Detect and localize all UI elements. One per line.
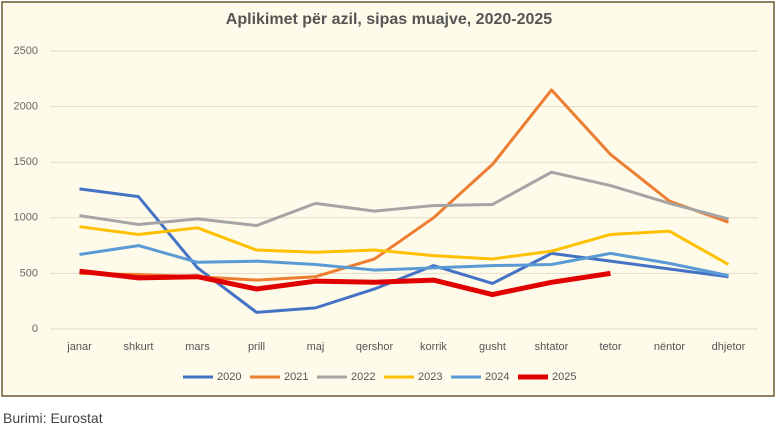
series-line xyxy=(79,170,729,228)
x-tick-label: shkurt xyxy=(124,341,154,353)
y-tick-label: 500 xyxy=(20,267,38,279)
x-tick-label: mars xyxy=(185,341,210,353)
legend-label: 2022 xyxy=(351,371,375,383)
legend-label: 2024 xyxy=(485,371,509,383)
chart-title: Aplikimet për azil, sipas muajve, 2020-2… xyxy=(226,11,552,28)
y-tick-label: 2500 xyxy=(14,45,38,57)
source-note: Burimi: Eurostat xyxy=(3,410,103,426)
x-tick-label: maj xyxy=(307,341,325,353)
x-tick-label: prill xyxy=(248,341,265,353)
x-tick-label: janar xyxy=(66,341,92,353)
x-tick-label: tetor xyxy=(599,341,621,353)
x-tick-label: shtator xyxy=(535,341,569,353)
chart-frame xyxy=(1,1,775,397)
x-tick-label: nëntor xyxy=(654,341,686,353)
y-tick-label: 1000 xyxy=(14,212,38,224)
x-tick-label: qershor xyxy=(356,341,394,353)
y-tick-label: 2000 xyxy=(14,101,38,113)
y-tick-label: 1500 xyxy=(14,156,38,168)
chart: Aplikimet për azil, sipas muajve, 2020-2… xyxy=(1,1,775,397)
series-line xyxy=(79,268,611,298)
legend-label: 2021 xyxy=(284,371,308,383)
y-tick-label: 0 xyxy=(32,323,38,335)
series-line xyxy=(79,225,730,266)
series-line xyxy=(79,244,729,278)
legend-label: 2020 xyxy=(217,371,241,383)
series-line xyxy=(79,187,729,314)
legend-label: 2025 xyxy=(552,371,576,383)
x-tick-label: korrik xyxy=(420,341,447,353)
x-tick-label: gusht xyxy=(479,341,506,353)
legend-label: 2023 xyxy=(418,371,442,383)
x-tick-label: dhjetor xyxy=(712,341,746,353)
